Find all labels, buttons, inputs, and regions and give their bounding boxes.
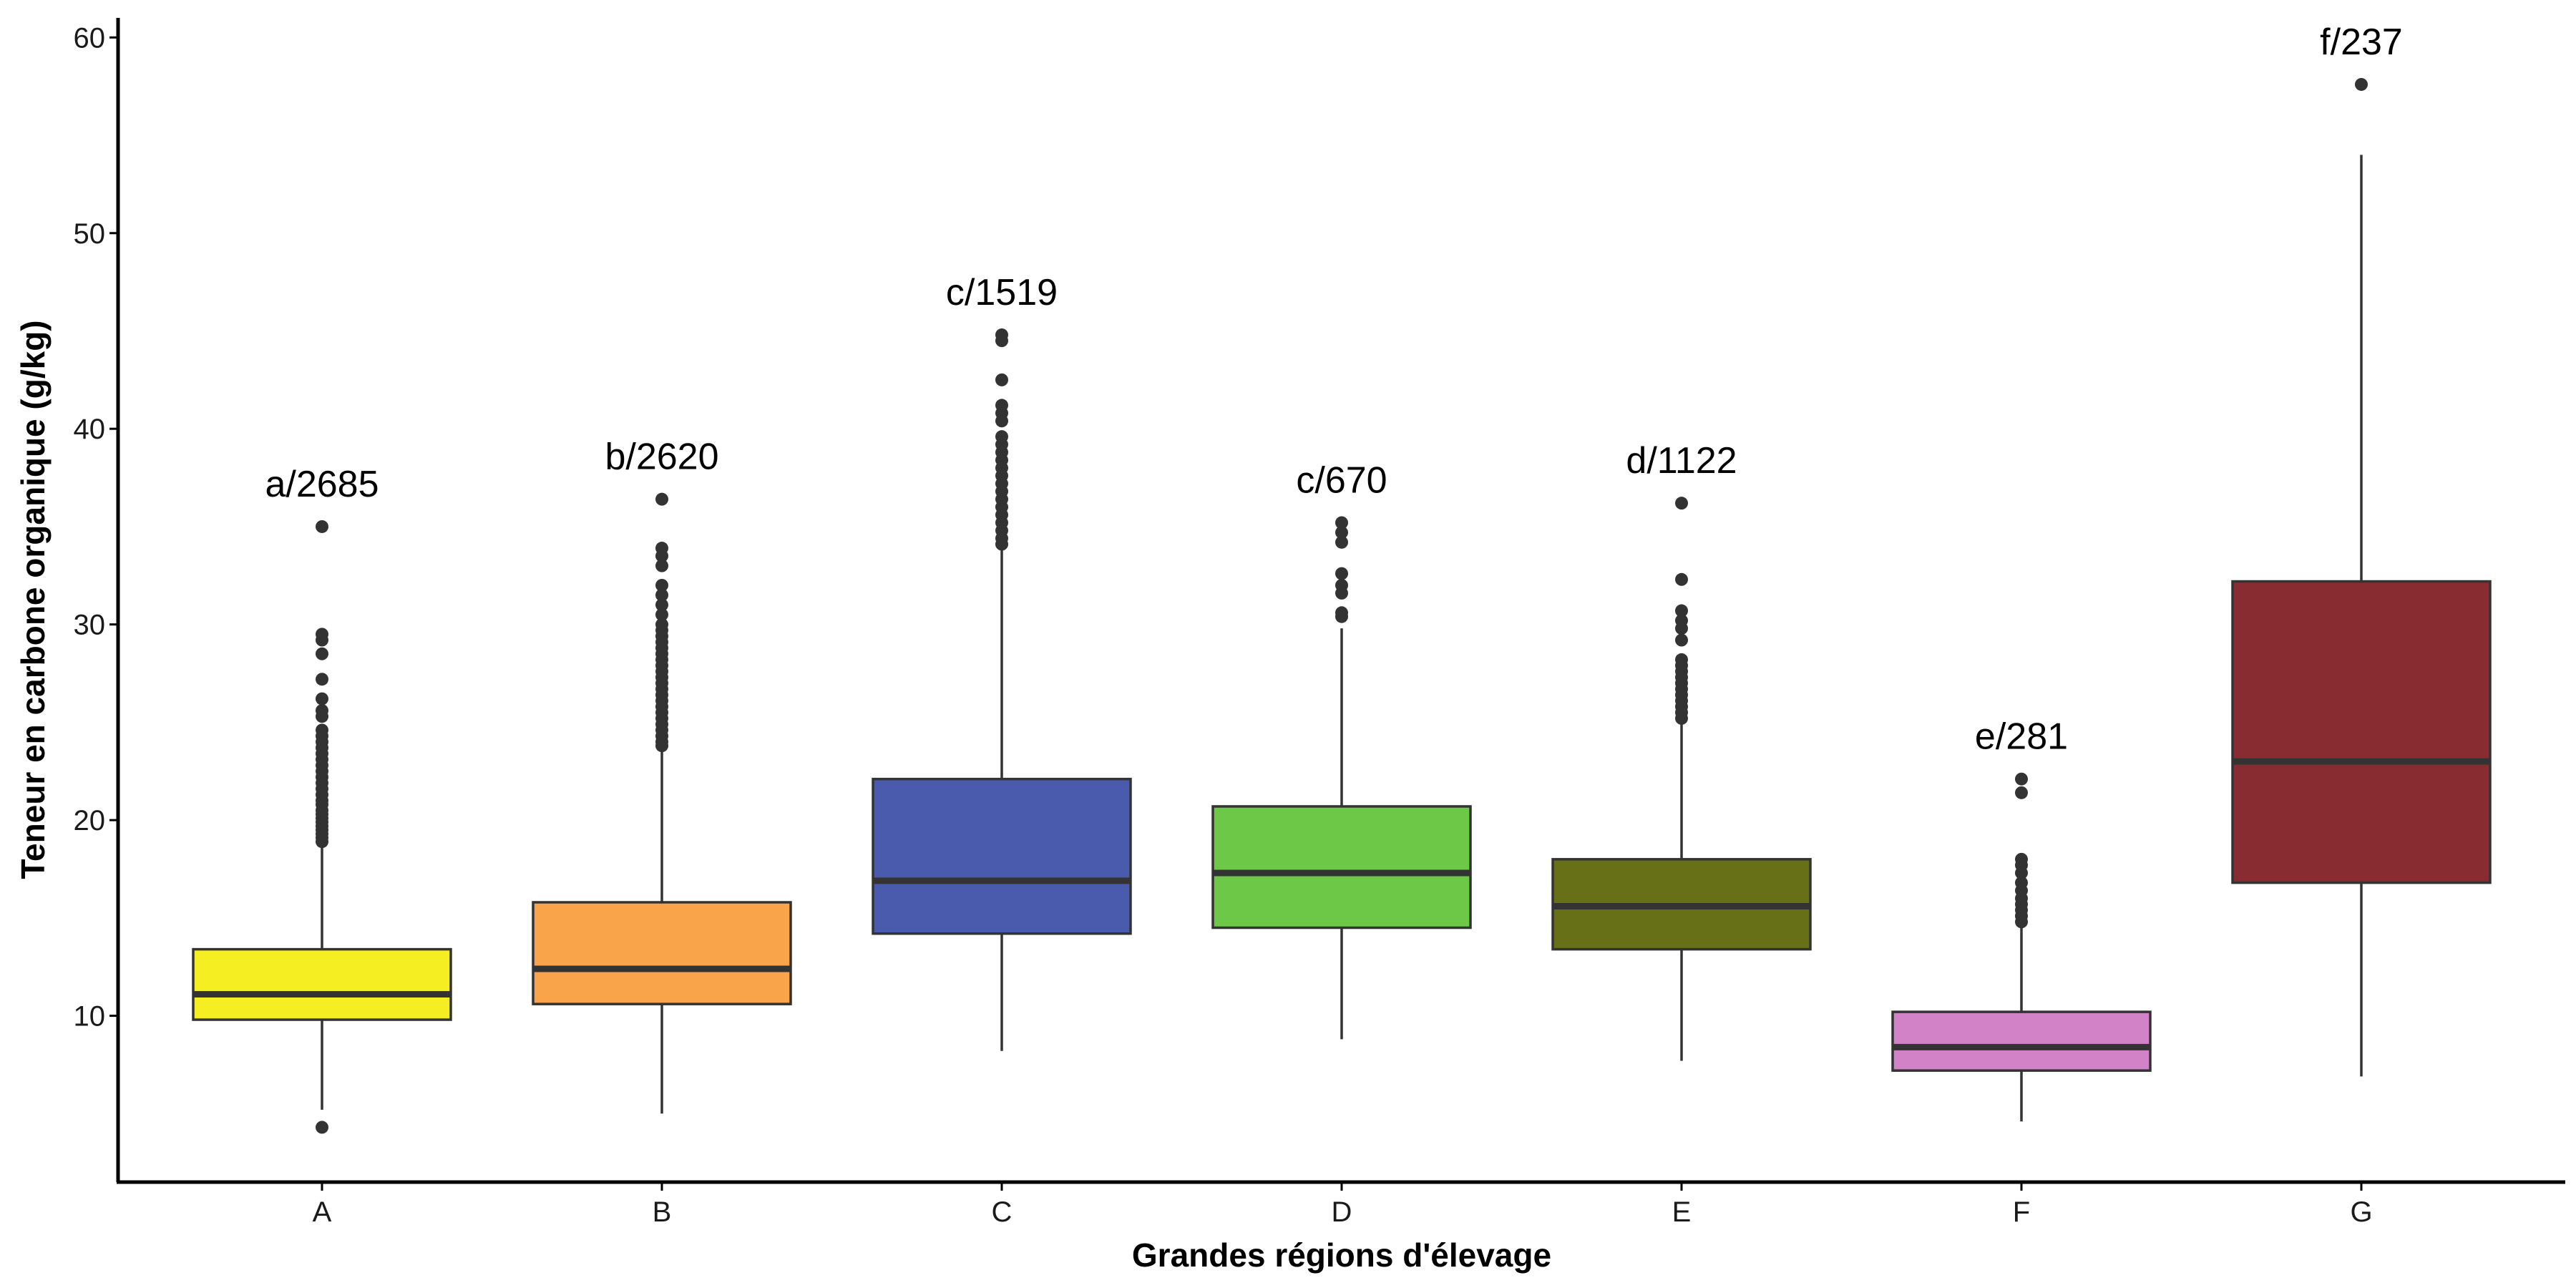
outlier-point — [316, 628, 328, 641]
group-label-c: c/1519 — [946, 272, 1058, 313]
y-tick-label: 10 — [74, 1001, 106, 1033]
outlier-point — [1335, 526, 1348, 540]
group-label-g: f/237 — [2320, 21, 2403, 63]
outlier-point — [1335, 567, 1348, 580]
iqr-box — [532, 901, 792, 1005]
y-tick-label: 60 — [74, 22, 106, 54]
outlier-point — [655, 492, 668, 506]
x-tick-label-c: C — [992, 1196, 1013, 1228]
outlier-point — [995, 328, 1008, 341]
y-tick-label: 20 — [74, 805, 106, 836]
outlier-point — [1675, 614, 1688, 628]
x-tick-label-f: F — [2013, 1196, 2030, 1228]
box-e: d/1122 — [1551, 440, 1812, 1061]
outlier-point — [2015, 876, 2028, 889]
outlier-point — [995, 430, 1008, 444]
iqr-box — [872, 777, 1132, 935]
outlier-point — [655, 542, 668, 555]
outlier-point — [1675, 604, 1688, 618]
outlier-point — [316, 1121, 328, 1134]
outlier-point — [655, 578, 668, 592]
outlier-point — [1675, 653, 1688, 666]
group-label-b: b/2620 — [605, 436, 718, 478]
outlier-point — [316, 703, 328, 717]
iqr-box — [2231, 580, 2492, 884]
outlier-point — [2355, 77, 2368, 91]
outlier-point — [1675, 572, 1688, 586]
outlier-point — [316, 647, 328, 660]
x-tick-label-a: A — [313, 1196, 332, 1228]
group-label-f: e/281 — [1975, 716, 2068, 758]
outlier-point — [2015, 786, 2028, 799]
box-b: b/2620 — [532, 436, 792, 1114]
y-tick-label: 50 — [74, 218, 106, 250]
box-c: c/1519 — [872, 272, 1132, 1051]
outlier-point — [995, 373, 1008, 386]
outlier-point — [316, 723, 328, 737]
box-g: f/237 — [2231, 21, 2492, 1077]
x-tick-label-e: E — [1672, 1196, 1692, 1228]
outlier-point — [316, 519, 328, 533]
outlier-point — [316, 692, 328, 706]
y-axis-ticks: 10 20 30 40 50 60 — [74, 22, 118, 1033]
box-d: c/670 — [1211, 459, 1472, 1040]
x-tick-label-d: D — [1332, 1196, 1352, 1228]
outlier-point — [1335, 535, 1348, 549]
outlier-point — [1675, 497, 1688, 510]
x-axis-title: Grandes régions d'élevage — [1132, 1236, 1551, 1274]
x-axis-ticks: A B C D E F G — [313, 1182, 2373, 1228]
x-tick-label-g: G — [2350, 1196, 2372, 1228]
y-axis-title: Teneur en carbone organique (g/kg) — [14, 320, 52, 879]
outlier-point — [1335, 606, 1348, 620]
plot-area: a/2685 b/2620 c/1519 c/670 d/1122 e/281 f/237 — [192, 21, 2492, 1134]
outlier-point — [655, 559, 668, 572]
group-label-a: a/2685 — [265, 464, 379, 505]
y-tick-label: 30 — [74, 610, 106, 641]
iqr-box — [1211, 805, 1472, 930]
outlier-point — [655, 608, 668, 622]
iqr-box — [192, 947, 452, 1021]
outlier-point — [2015, 852, 2028, 866]
box-a: a/2685 — [192, 464, 452, 1134]
group-label-d: c/670 — [1296, 459, 1387, 501]
outlier-point — [1335, 578, 1348, 592]
group-label-e: d/1122 — [1626, 440, 1737, 482]
x-tick-label-b: B — [653, 1196, 672, 1228]
y-tick-label: 40 — [74, 414, 106, 445]
outlier-point — [995, 399, 1008, 412]
outlier-point — [316, 673, 328, 686]
outlier-point — [1675, 633, 1688, 647]
outlier-point — [655, 618, 668, 631]
outlier-point — [655, 588, 668, 602]
box-f: e/281 — [1891, 716, 2152, 1122]
outlier-point — [1335, 516, 1348, 530]
iqr-box — [1891, 1010, 2152, 1072]
outlier-point — [655, 598, 668, 612]
outlier-point — [2015, 772, 2028, 786]
